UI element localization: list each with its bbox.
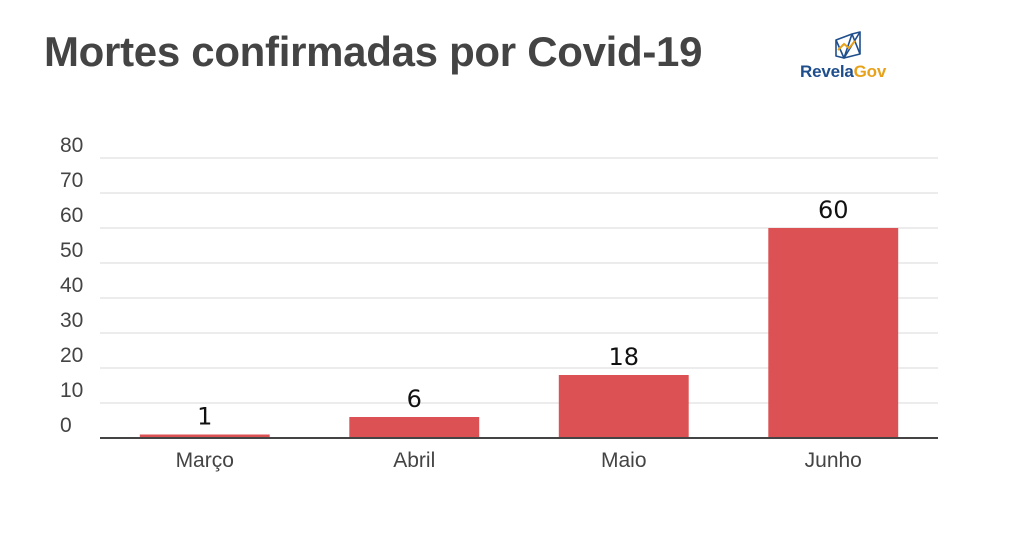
x-tick-label: Maio [601,449,647,472]
data-label: 18 [608,343,639,371]
y-tick-label: 10 [60,379,83,402]
bar [768,228,899,438]
y-tick-label: 40 [60,274,83,297]
bar [558,375,689,438]
logo-wordmark: RevelaGov [800,62,886,82]
data-label: 60 [818,196,849,224]
x-tick-label: Abril [393,449,435,472]
logo-text-revela: Revela [800,62,854,81]
chart-title: Mortes confirmadas por Covid-19 [44,28,703,75]
x-tick-label: Março [176,449,234,472]
bar [139,434,270,438]
bar [349,417,480,438]
revelagov-logo: RevelaGov [800,30,900,85]
revelagov-logo-icon [835,31,861,59]
y-tick-label: 70 [60,169,83,192]
logo-text-gov: Gov [853,62,887,81]
y-tick-label: 80 [60,134,83,157]
x-tick-label: Junho [805,449,862,472]
y-tick-label: 60 [60,204,83,227]
y-tick-label: 20 [60,344,83,367]
y-tick-label: 50 [60,239,83,262]
data-label: 6 [407,385,422,413]
data-label: 1 [197,403,212,431]
y-tick-label: 0 [60,414,72,437]
y-tick-label: 30 [60,309,83,332]
